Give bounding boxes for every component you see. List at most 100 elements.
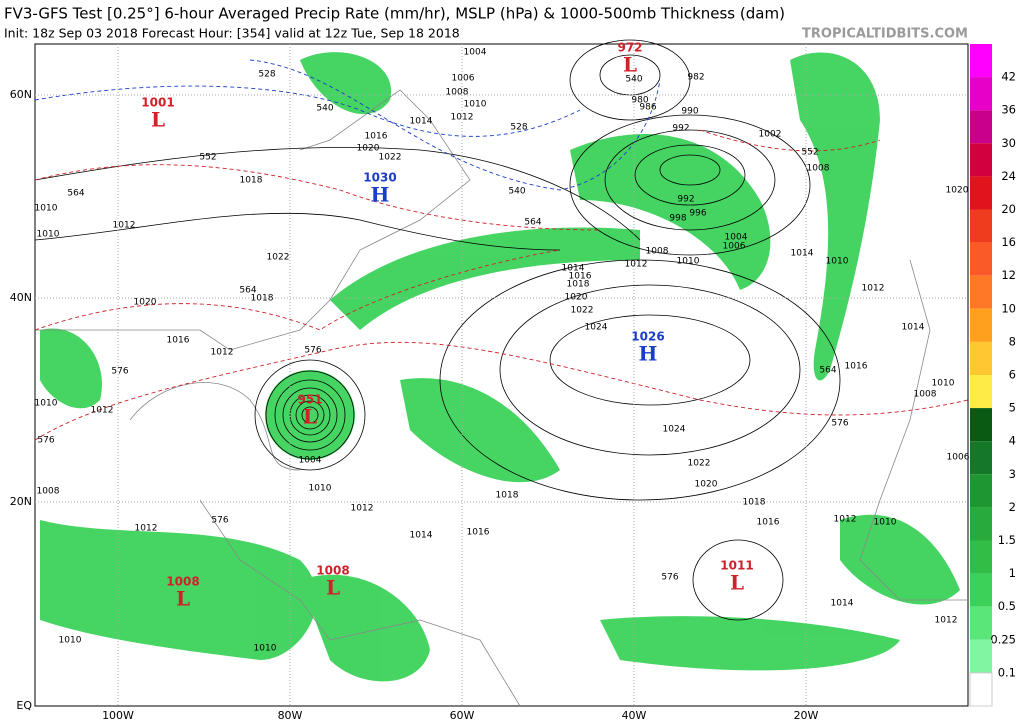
colorbar-label: 6	[1009, 368, 1016, 382]
lat-label: 60N	[10, 88, 32, 101]
isobar-label: 1020	[695, 480, 718, 490]
coastlines	[35, 89, 968, 707]
center-value: 1001	[141, 96, 174, 110]
isobar-label: 1010	[826, 257, 849, 267]
isobar-label: 1022	[688, 459, 711, 469]
center-letter: H	[639, 342, 658, 366]
isobar-label: 1012	[211, 348, 234, 358]
colorbar-swatch	[970, 143, 992, 177]
thickness-label: 576	[304, 346, 321, 356]
colorbar-label: 12	[1001, 268, 1016, 282]
colorbar-swatch	[969, 672, 993, 707]
isobar-label: 990	[681, 107, 698, 117]
center-value: 1026	[631, 330, 664, 344]
colorbar-label: 4	[1009, 434, 1016, 448]
colorbar-swatch	[970, 209, 992, 243]
colorbar-swatch	[970, 275, 992, 309]
isobar-label: 1012	[351, 504, 374, 514]
map-area	[34, 39, 969, 707]
isobar-label: 996	[689, 209, 706, 219]
isobar-label: 1012	[113, 221, 136, 231]
isobar-label: 1024	[663, 425, 686, 435]
isobar-label: 1022	[379, 153, 402, 163]
subtitle: Init: 18z Sep 03 2018 Forecast Hour: [35…	[4, 26, 460, 41]
isobar-label: 1020	[946, 186, 969, 196]
isobar-label: 1004	[299, 456, 322, 466]
isobar-label: 1008	[914, 390, 937, 400]
colorbar-swatch	[970, 242, 992, 276]
isobar-label: 1010	[677, 257, 700, 267]
center-letter: L	[303, 405, 317, 429]
isobar-label: 1012	[935, 616, 958, 626]
colorbar-swatch	[970, 375, 992, 409]
isobar-label: 1014	[902, 323, 925, 333]
colorbar-label: 1.5	[998, 533, 1016, 547]
thickness-label: 576	[37, 436, 54, 446]
isobar-label: 992	[672, 124, 689, 134]
isobar-label: 1018	[496, 491, 519, 501]
colorbar-label: 36	[1001, 103, 1016, 117]
thickness-label: 576	[661, 573, 678, 583]
colorbar-swatch	[970, 507, 992, 541]
precip	[40, 52, 960, 682]
isobar-label: 1016	[845, 362, 868, 372]
thickness-label: 564	[524, 218, 541, 228]
colorbar-label: 5	[1009, 401, 1016, 415]
isobar-label: 1010	[35, 204, 58, 214]
lat-label: 20N	[10, 495, 32, 508]
isobar-label: 1012	[625, 260, 648, 270]
center-letter: H	[371, 183, 390, 207]
center-letter: L	[176, 587, 190, 611]
isobar-label: 1022	[571, 306, 594, 316]
thickness-lines-cold	[34, 59, 661, 191]
isobar-label: 1024	[585, 323, 608, 333]
isobar-label: 1008	[646, 247, 669, 257]
colorbar-swatch	[970, 110, 992, 144]
center-letter: L	[151, 108, 165, 132]
colorbar-swatch	[970, 341, 992, 375]
isobar-label: 1022	[267, 253, 290, 263]
lon-label: 60W	[450, 709, 475, 722]
thickness-label: 576	[211, 516, 228, 526]
thickness-label: 540	[508, 187, 525, 197]
isobar-label: 992	[677, 195, 694, 205]
title: FV3-GFS Test [0.25°] 6-hour Averaged Pre…	[4, 5, 785, 23]
isobars	[34, 39, 841, 621]
isobar-label: 1014	[831, 599, 854, 609]
center-value: 972	[617, 41, 642, 55]
isobar-label: 1014	[791, 249, 814, 259]
isobar-label: 1004	[725, 233, 748, 243]
colorbar-swatch	[970, 540, 992, 574]
isobar-label: 1020	[565, 293, 588, 303]
isobar-label: 1018	[240, 176, 263, 186]
isobar-label: 1002	[759, 130, 782, 140]
isobar-label: 1014	[410, 117, 433, 127]
center-value: 1008	[166, 575, 199, 589]
colorbar-swatch	[970, 77, 992, 111]
colorbar-label: 10	[1001, 301, 1016, 315]
isobar-label: 1008	[446, 88, 469, 98]
center-value: 1008	[316, 564, 349, 578]
colorbar-label: 2	[1009, 500, 1016, 514]
graticule	[35, 44, 968, 706]
thickness-label: 540	[625, 75, 642, 85]
colorbar-label: 8	[1009, 334, 1016, 348]
center-value: 1030	[363, 171, 396, 185]
isobar-label: 982	[687, 73, 704, 83]
lon-label: 100W	[102, 709, 134, 722]
colorbar-label: 24	[1001, 169, 1016, 183]
isobar-label: 1012	[862, 284, 885, 294]
site-credit: TROPICALTIDBITS.COM	[802, 27, 968, 42]
thickness-label: 552	[801, 148, 818, 158]
isobar-label: 1010	[59, 636, 82, 646]
thickness-label: 528	[258, 70, 275, 80]
colorbar-swatch	[970, 639, 992, 673]
isobar-label: 1010	[37, 230, 60, 240]
center-letter: L	[623, 53, 637, 77]
colorbar-label: 20	[1001, 202, 1016, 216]
isobar-label: 1020	[357, 144, 380, 154]
isobar-label: 1010	[309, 484, 332, 494]
isobar-label: 1010	[254, 644, 277, 654]
